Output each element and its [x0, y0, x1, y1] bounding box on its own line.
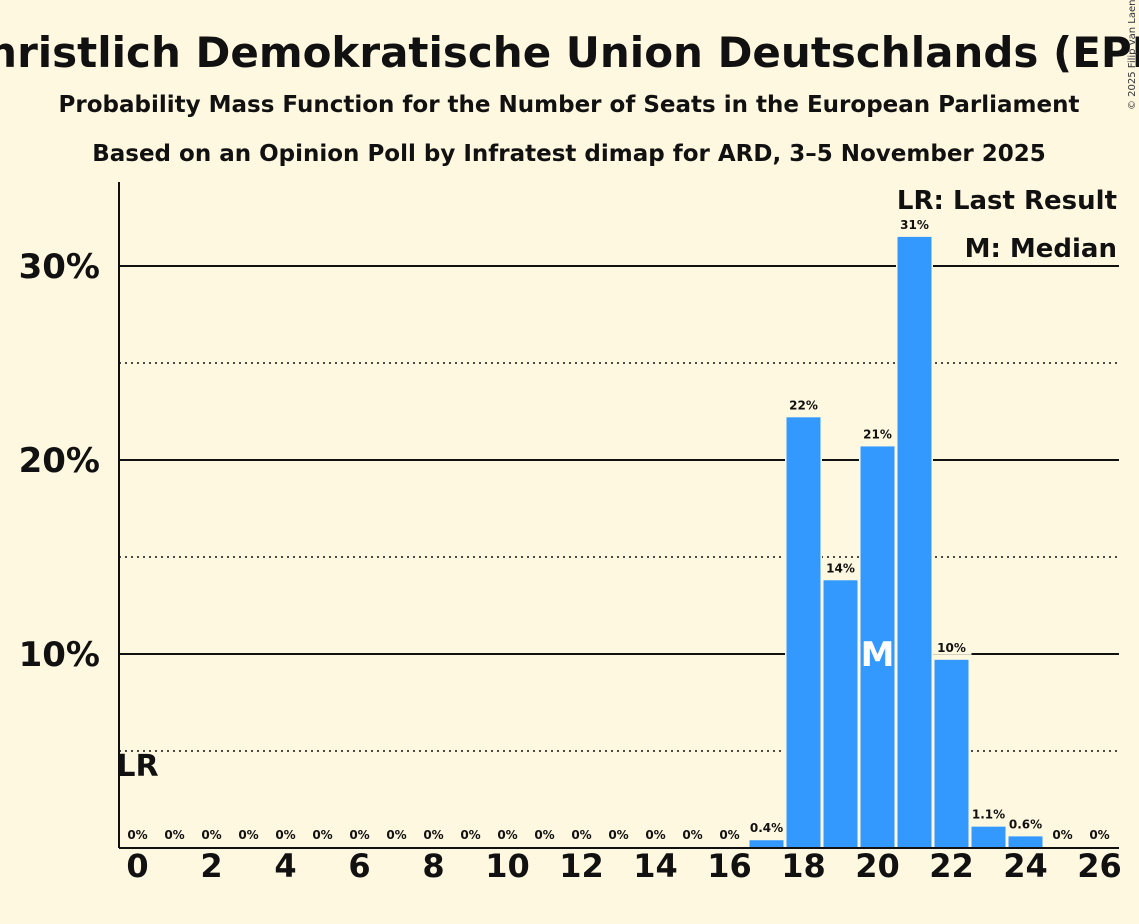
bar-label-seat-20: 21% [863, 427, 892, 441]
bar-label-seat-18: 22% [789, 398, 818, 412]
x-tick-label: 0 [126, 847, 148, 885]
x-tick-label: 26 [1077, 847, 1122, 885]
x-tick-label: 22 [929, 847, 974, 885]
chart-subtitle: Probability Mass Function for the Number… [59, 92, 1080, 118]
axes [118, 182, 1119, 849]
bar-label-seat-8: 0% [423, 828, 443, 842]
x-tick-label: 10 [485, 847, 530, 885]
bar-seat-17 [749, 840, 784, 848]
bar-label-seat-6: 0% [349, 828, 369, 842]
chart-title: Christlich Demokratische Union Deutschla… [0, 28, 1139, 77]
bars [748, 235, 1044, 848]
x-tick-label: 16 [707, 847, 752, 885]
bar-label-seat-10: 0% [497, 828, 517, 842]
last-result-marker: LR [116, 749, 158, 784]
bar-seat-22 [934, 659, 969, 848]
bar-seat-20 [860, 446, 895, 848]
bar-label-seat-7: 0% [386, 828, 406, 842]
bar-label-seat-17: 0.4% [750, 821, 783, 835]
bar-label-seat-24: 0.6% [1009, 817, 1042, 831]
bar-seat-19 [823, 580, 858, 848]
bar-seat-23 [971, 826, 1006, 848]
bar-label-seat-5: 0% [312, 828, 332, 842]
bar-label-seat-26: 0% [1089, 828, 1109, 842]
bar-label-seat-4: 0% [275, 828, 295, 842]
bar-label-bg [968, 806, 1009, 822]
bar-label-bg [857, 426, 898, 442]
bar-label-bg [746, 820, 787, 836]
bar-label-bg [931, 639, 972, 655]
bar-label-bg [783, 397, 824, 413]
bar-seat-18 [786, 417, 821, 848]
bar-label-seat-25: 0% [1052, 828, 1072, 842]
x-tick-label: 24 [1003, 847, 1048, 885]
bar-seat-21 [897, 236, 932, 848]
bar-label-seat-14: 0% [645, 828, 665, 842]
bar-label-seat-0: 0% [127, 828, 147, 842]
bar-label-seat-9: 0% [460, 828, 480, 842]
bar-label-seat-19: 14% [826, 561, 855, 575]
bar-label-seat-11: 0% [534, 828, 554, 842]
x-tick-label: 2 [200, 847, 222, 885]
bar-label-bg [820, 560, 861, 576]
bar-label-seat-13: 0% [608, 828, 628, 842]
bar-label-seat-2: 0% [201, 828, 221, 842]
bar-labels: 0% 0% 0% 0% 0% 0% 0% 0% 0% 0% 0% 0% 0% 0% 0% 0% 0% 0.4% 22… [116, 216, 1110, 842]
y-tick-label: 10% [19, 635, 100, 675]
bar-label-seat-12: 0% [571, 828, 591, 842]
x-tick-label: 20 [855, 847, 900, 885]
bar-label-seat-3: 0% [238, 828, 258, 842]
bar-label-seat-15: 0% [682, 828, 702, 842]
bar-label-bg [894, 216, 935, 232]
bar-label-seat-21: 31% [900, 218, 929, 232]
bar-seat-24 [1008, 836, 1043, 848]
y-tick-labels: 10% 20% 30% [19, 247, 100, 675]
y-tick-label: 20% [19, 441, 100, 481]
bar-label-bg [1005, 816, 1046, 832]
bar-label-seat-23: 1.1% [972, 808, 1005, 822]
x-tick-label: 14 [633, 847, 678, 885]
x-tick-label: 8 [422, 847, 444, 885]
copyright: © 2025 Filip van Laenen [1127, 0, 1138, 110]
bar-label-seat-16: 0% [719, 828, 739, 842]
x-tick-label: 4 [274, 847, 296, 885]
y-tick-label: 30% [19, 247, 100, 287]
x-tick-label: 6 [348, 847, 370, 885]
chart-subtitle-source: Based on an Opinion Poll by Infratest di… [92, 141, 1046, 167]
x-tick-label: 18 [781, 847, 826, 885]
bar-label-seat-1: 0% [164, 828, 184, 842]
bar-label-seat-22: 10% [937, 641, 966, 655]
median-marker: M [861, 635, 895, 675]
x-tick-label: 12 [559, 847, 604, 885]
legend-last-result: LR: Last Result [897, 186, 1117, 216]
x-tick-labels: 0 2 4 6 8 10 12 14 16 18 20 22 24 26 [126, 847, 1121, 885]
legend-median: M: Median [965, 234, 1117, 264]
